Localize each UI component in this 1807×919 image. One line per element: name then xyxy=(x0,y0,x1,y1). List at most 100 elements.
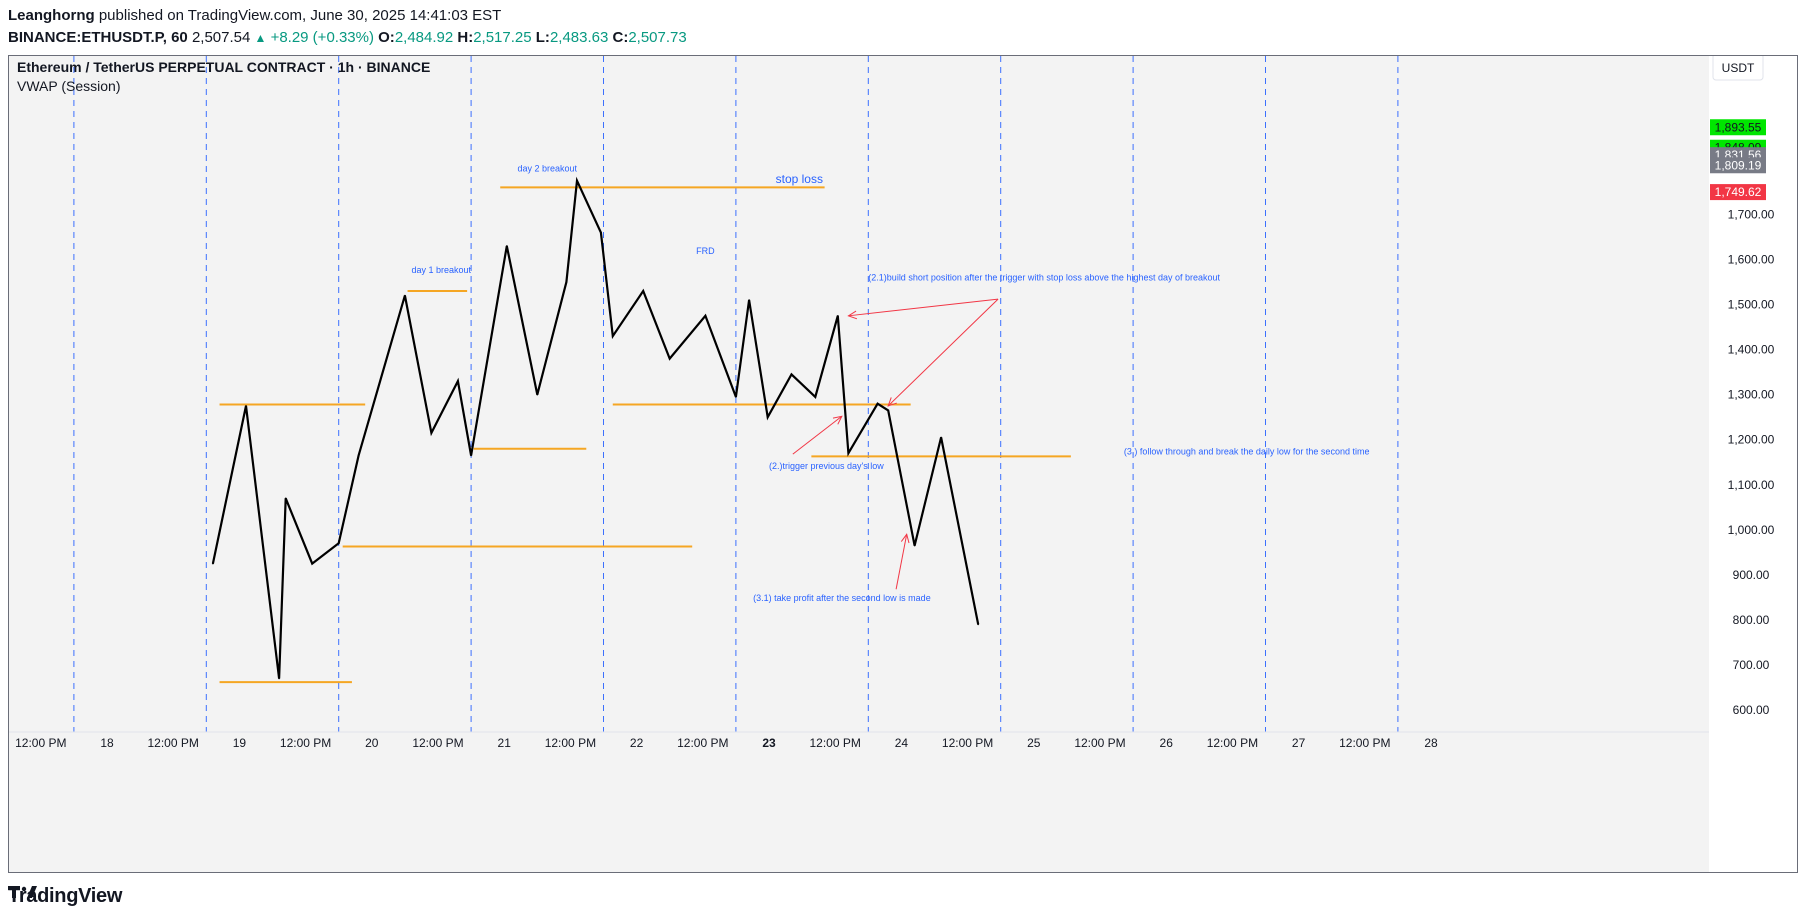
price-point xyxy=(357,454,360,457)
footer-brand[interactable]: TradingView xyxy=(8,884,122,908)
price-badge-label: 1,809.19 xyxy=(1715,158,1762,172)
open-value: 2,484.92 xyxy=(394,29,454,46)
price-point xyxy=(212,562,214,565)
x-tick-label: 27 xyxy=(1292,736,1306,750)
price-polyline xyxy=(211,176,980,679)
annotation-arrow[interactable] xyxy=(792,415,843,455)
annotation-arrow[interactable] xyxy=(887,298,999,407)
price-point xyxy=(457,380,459,382)
annotation-label[interactable]: (2.)trigger previous day's low xyxy=(769,461,884,471)
annotation-arrow[interactable] xyxy=(895,533,910,590)
arrow-head[interactable] xyxy=(847,310,858,320)
x-tick-label: 20 xyxy=(365,736,379,750)
price-point xyxy=(876,402,879,405)
x-tick-label: 12:00 PM xyxy=(148,736,199,750)
x-tick-label: 19 xyxy=(233,736,247,750)
plot-area[interactable] xyxy=(9,56,1709,872)
session-breaks xyxy=(73,56,1399,732)
price-point xyxy=(506,245,508,247)
horizontal-levels[interactable] xyxy=(219,186,1071,684)
up-triangle-icon: ▲ xyxy=(254,31,267,45)
chart-canvas[interactable]: day 1 breakout day 2 breakout stop loss FRD… xyxy=(9,56,1797,872)
open-label: O: xyxy=(378,29,395,46)
high-value: 2,517.25 xyxy=(473,29,532,46)
x-tick-label: 12:00 PM xyxy=(677,736,728,750)
price-badge-label: 1,893.55 xyxy=(1715,120,1762,134)
price-point xyxy=(536,393,539,396)
low-label: L: xyxy=(535,29,550,46)
price-point xyxy=(404,294,406,297)
currency-label[interactable]: USDT xyxy=(1722,61,1755,75)
arrow-shaft[interactable] xyxy=(895,534,908,590)
y-tick-label: 1,000.00 xyxy=(1728,523,1775,537)
price-point xyxy=(735,396,737,398)
price-point xyxy=(470,454,472,457)
x-tick-label: 12:00 PM xyxy=(412,736,463,750)
price-point xyxy=(284,497,287,500)
x-tick-label: 24 xyxy=(895,736,909,750)
indicator-legend[interactable]: VWAP (Session) xyxy=(17,78,120,94)
annotation-arrow[interactable] xyxy=(847,298,999,320)
price-badge: 1,809.19 xyxy=(1710,157,1766,174)
text-annotations[interactable]: day 1 breakout day 2 breakout stop loss FRD… xyxy=(412,164,1370,603)
annotation-label[interactable]: day 2 breakout xyxy=(517,164,577,174)
x-tick-label: 12:00 PM xyxy=(280,736,331,750)
price-point xyxy=(576,179,578,182)
price-line-series xyxy=(211,176,980,680)
annotation-label[interactable]: (3.1) take profit after the second low i… xyxy=(753,593,931,603)
price-point xyxy=(611,335,614,337)
price-badge-label: 1,749.62 xyxy=(1715,185,1762,199)
price-axis[interactable] xyxy=(1709,56,1797,872)
arrow-shaft[interactable] xyxy=(792,415,843,455)
y-tick-label: 1,200.00 xyxy=(1728,433,1775,447)
tradingview-logo-icon xyxy=(8,886,37,898)
author-name[interactable]: Leanghorng xyxy=(8,7,95,24)
x-tick-label: 12:00 PM xyxy=(942,736,993,750)
x-tick-label: 12:00 PM xyxy=(15,736,66,750)
price-point xyxy=(766,416,769,418)
x-tick-label: 25 xyxy=(1027,736,1041,750)
symbol-label: BINANCE:ETHUSDT.P, 60 xyxy=(8,29,188,46)
annotation-arrows[interactable] xyxy=(792,298,999,590)
price-point xyxy=(940,436,942,439)
arrow-head[interactable] xyxy=(900,533,910,544)
price-point xyxy=(430,432,433,434)
annotation-label[interactable]: stop loss xyxy=(776,172,823,186)
arrow-shaft[interactable] xyxy=(848,298,999,317)
price-point xyxy=(790,373,793,376)
price-badges: 1,893.551,848.091,831.561,809.191,749.62 xyxy=(1710,119,1766,201)
price-badge: 1,893.55 xyxy=(1710,119,1766,136)
annotation-label[interactable]: FRD xyxy=(696,246,715,256)
currency-button[interactable]: USDT xyxy=(1712,56,1764,81)
arrow-head[interactable] xyxy=(887,397,897,407)
price-point xyxy=(337,542,340,545)
price-point xyxy=(977,623,979,626)
y-tick-label: 1,300.00 xyxy=(1728,388,1775,402)
x-tick-label: 12:00 PM xyxy=(545,736,596,750)
price-point xyxy=(837,315,839,317)
price-point xyxy=(245,405,247,407)
annotation-label[interactable]: (2.1)build short position after the trig… xyxy=(868,273,1220,283)
arrow-shaft[interactable] xyxy=(887,298,999,407)
annotation-label[interactable]: (3.) follow through and break the daily … xyxy=(1124,447,1370,457)
price-point xyxy=(704,315,707,317)
price-badge: 1,749.62 xyxy=(1710,184,1766,201)
y-tick-label: 700.00 xyxy=(1733,658,1770,672)
x-tick-label: 12:00 PM xyxy=(1074,736,1125,750)
y-tick-label: 1,500.00 xyxy=(1728,298,1775,312)
arrow-head[interactable] xyxy=(832,415,843,425)
price-point xyxy=(913,544,916,547)
chart-frame[interactable]: day 1 breakout day 2 breakout stop loss FRD… xyxy=(8,55,1798,873)
price-point xyxy=(600,231,602,234)
price-point xyxy=(311,562,314,565)
price-point xyxy=(748,299,750,301)
y-tick-label: 800.00 xyxy=(1733,613,1770,627)
price-badge-bg xyxy=(1710,157,1766,174)
x-tick-label: 28 xyxy=(1424,736,1438,750)
last-price: 2,507.54 xyxy=(191,29,251,46)
annotation-label[interactable]: day 1 breakout xyxy=(412,265,472,275)
y-tick-label: 900.00 xyxy=(1733,568,1770,582)
chart-legend-title[interactable]: Ethereum / TetherUS PERPETUAL CONTRACT ·… xyxy=(17,59,430,75)
x-tick-label: 21 xyxy=(498,736,512,750)
x-axis-ticks: 12:00 PM 18 12:00 PM 19 12:00 PM 20 12:00 PM 21… xyxy=(9,731,1709,750)
